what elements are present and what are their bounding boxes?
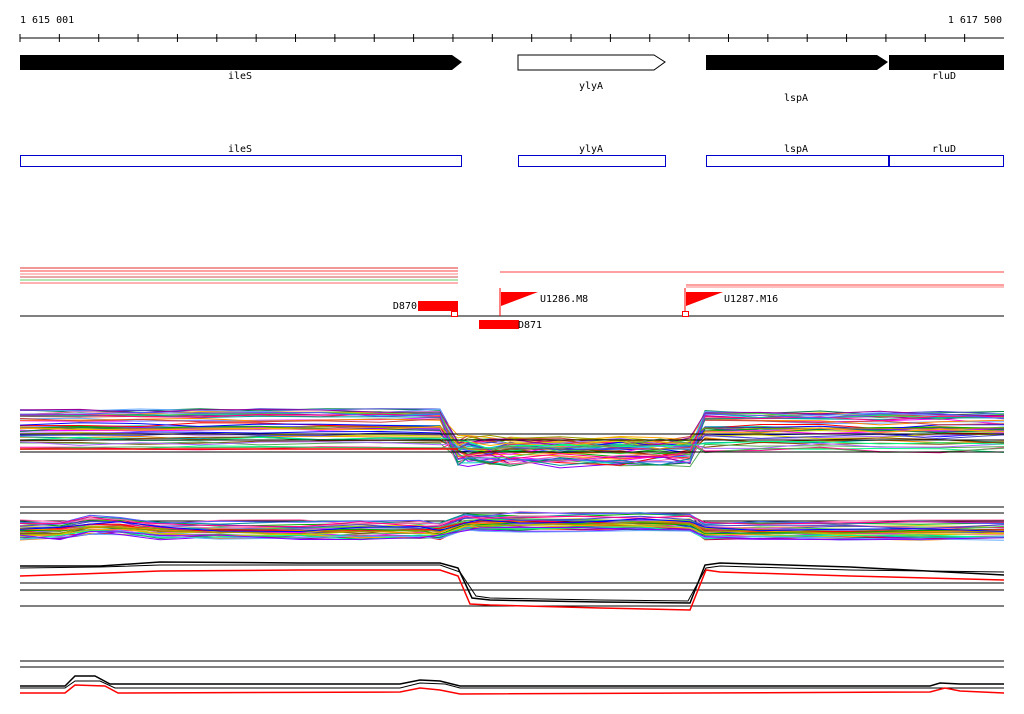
feature-marker-d870 (451, 311, 458, 317)
feature-flag-u1286[interactable] (501, 292, 538, 306)
gene-arrow-rlud[interactable] (889, 55, 1004, 70)
signal-trace-primary (19, 564, 1005, 602)
annotation-label-iles: ileS (228, 144, 252, 155)
feature-block-d870[interactable] (418, 301, 458, 311)
signal-trace (19, 411, 1005, 459)
signal-panel-1 (19, 408, 1005, 469)
feature-flag-u1287[interactable] (686, 292, 723, 306)
signal-trace (19, 408, 1005, 448)
feature-label-u1286: U1286.M8 (540, 294, 588, 305)
ruler-ticks (19, 34, 966, 42)
ruler-start-label: 1 615 001 (20, 15, 74, 26)
gene-label-ylya: ylyA (579, 81, 603, 92)
feature-label-d870: D870 (393, 301, 417, 312)
signal-trace (20, 515, 1005, 528)
gene-label-rlud: rluD (932, 71, 956, 82)
gene-arrow-lspa[interactable] (706, 55, 888, 70)
signal-trace (19, 438, 1005, 454)
feature-track: D870 D871 U1286.M8 U1287.M16 (20, 267, 1004, 331)
gene-arrow-iles[interactable] (20, 55, 462, 70)
feature-label-d871: D871 (518, 320, 542, 331)
annotation-box-iles[interactable] (20, 155, 462, 167)
signal-trace (19, 437, 1005, 449)
gene-track: ileS ylyA lspA rluD (20, 54, 1004, 104)
gene-label-iles: ileS (228, 71, 252, 82)
annotation-box-ylya[interactable] (518, 155, 666, 167)
annotation-track: ileS ylyA lspA rluD (20, 144, 1004, 167)
annotation-label-rlud: rluD (932, 144, 956, 155)
signal-trace (19, 426, 1005, 466)
signal-trace-secondary (19, 569, 1005, 611)
signal-panel-2 (19, 506, 1005, 541)
signal-trace (19, 411, 1005, 463)
feature-block-d871[interactable] (479, 320, 519, 329)
signal-trace-primary (20, 675, 1004, 687)
ruler-end-label: 1 617 500 (948, 15, 1002, 26)
gene-label-lspa: lspA (784, 93, 808, 104)
signal-trace-primary (20, 561, 1005, 604)
coordinate-ruler: 1 615 001 1 617 500 (19, 15, 1004, 42)
signal-trace (19, 408, 1005, 450)
signal-trace (19, 524, 1005, 539)
annotation-box-lspa[interactable] (706, 155, 889, 167)
annotation-label-ylya: ylyA (579, 144, 603, 155)
signal-trace-secondary (20, 684, 1005, 695)
signal-trace (19, 425, 1005, 447)
signal-trace (20, 414, 1005, 466)
signal-trace (19, 529, 1005, 541)
feature-stripes (20, 267, 1004, 288)
annotation-label-lspa: lspA (784, 144, 808, 155)
signal-trace (19, 526, 1005, 541)
signal-panel-4 (20, 660, 1005, 695)
gene-arrow-ylya[interactable] (517, 54, 666, 71)
signal-trace-primary (20, 680, 1004, 689)
feature-label-u1287: U1287.M16 (724, 294, 778, 305)
signal-trace (19, 413, 1005, 460)
feature-marker-u1287 (682, 311, 689, 317)
signal-trace (19, 511, 1005, 525)
signal-trace (19, 518, 1005, 533)
annotation-box-rlud[interactable] (889, 155, 1004, 167)
signal-panel-3 (19, 561, 1005, 611)
